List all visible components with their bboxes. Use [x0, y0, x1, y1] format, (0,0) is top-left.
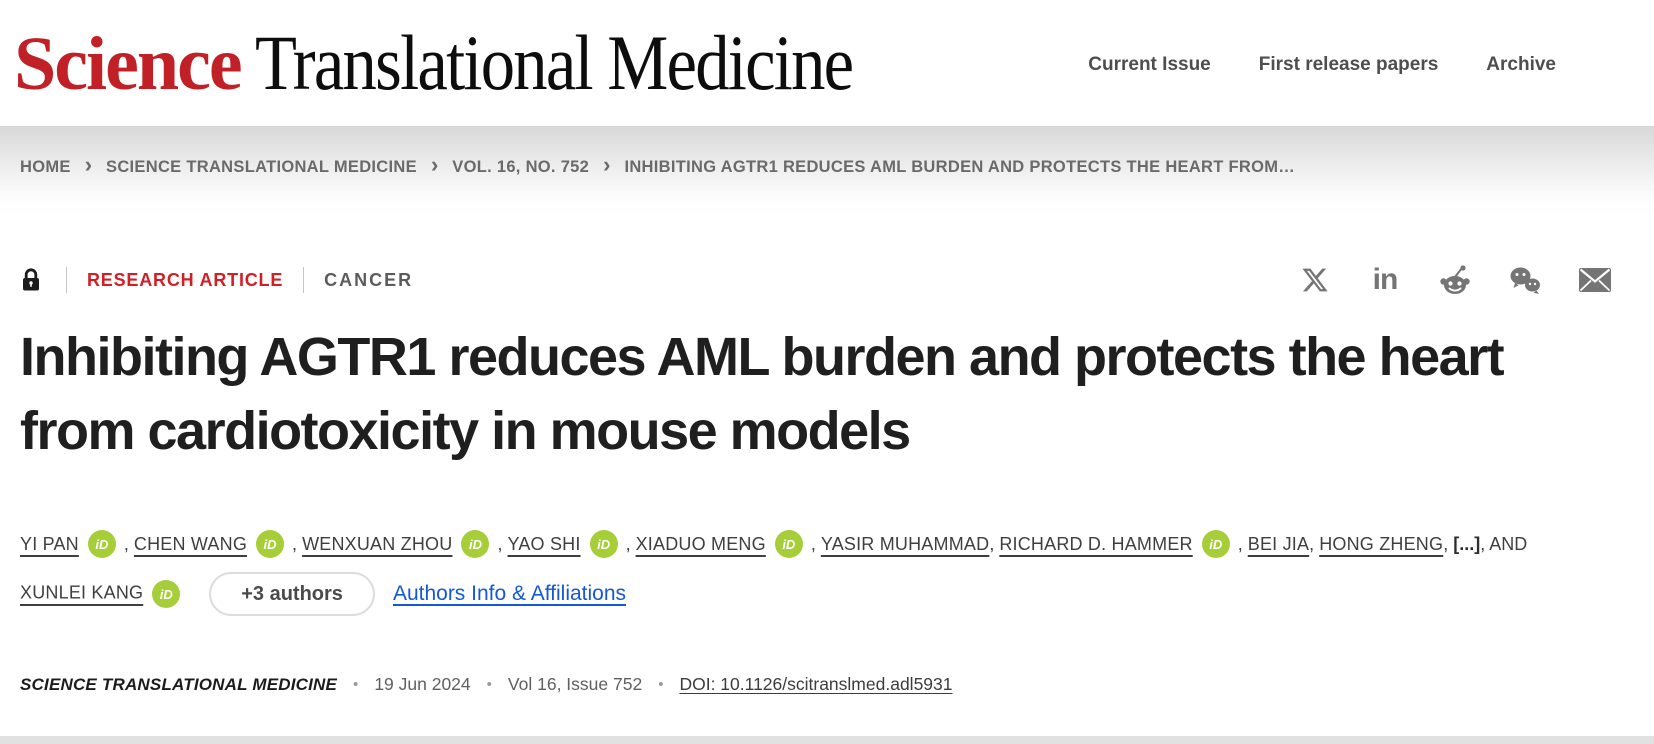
- author-link[interactable]: CHEN WANG: [133, 533, 248, 554]
- share-wechat-button[interactable]: [1508, 263, 1542, 297]
- article-main: RESEARCH ARTICLE CANCER in: [0, 262, 1654, 695]
- dot-separator: •: [658, 676, 664, 693]
- email-icon: [1579, 268, 1611, 292]
- author-separator: ,: [1443, 533, 1454, 554]
- breadcrumb-item[interactable]: HOME: [20, 157, 71, 176]
- orcid-icon[interactable]: iD: [1201, 530, 1230, 558]
- author-separator: ,: [118, 533, 134, 554]
- authors-and-label: , AND: [1480, 533, 1528, 554]
- divider: [66, 267, 67, 293]
- author-separator: ,: [287, 533, 303, 554]
- orcid-icon[interactable]: iD: [589, 530, 618, 558]
- author-link[interactable]: WENXUAN ZHOU: [302, 533, 453, 554]
- article-category-link[interactable]: CANCER: [324, 269, 414, 290]
- nav-current-issue[interactable]: Current Issue: [1088, 54, 1211, 75]
- volume-issue: Vol 16, Issue 752: [507, 674, 643, 694]
- orcid-icon[interactable]: iD: [152, 580, 181, 608]
- author-separator: ,: [1232, 533, 1248, 554]
- author-link[interactable]: XUNLEI KANG: [20, 582, 144, 603]
- author-link[interactable]: RICHARD D. HAMMER: [999, 533, 1193, 554]
- orcid-icon[interactable]: iD: [256, 530, 285, 558]
- doi-link[interactable]: DOI: 10.1126/scitranslmed.adl5931: [679, 674, 953, 694]
- reddit-icon: [1440, 265, 1470, 294]
- article-type-link[interactable]: RESEARCH ARTICLE: [87, 269, 284, 290]
- header-nav: Current Issue First release papers Archi…: [1088, 50, 1556, 76]
- author-link[interactable]: XIADUO MENG: [635, 533, 766, 554]
- chevron-right-icon: ›: [84, 152, 93, 177]
- share-x-twitter-button[interactable]: [1298, 263, 1332, 297]
- section-divider: [0, 736, 1654, 744]
- nav-first-release-papers[interactable]: First release papers: [1258, 54, 1439, 75]
- chevron-right-icon: ›: [430, 152, 439, 177]
- more-authors-button[interactable]: +3 authors: [209, 572, 375, 616]
- authors-line-2: XUNLEI KANG iD +3 authors Authors Info & …: [20, 572, 1634, 616]
- publish-date: 19 Jun 2024: [374, 674, 471, 694]
- author-link[interactable]: YI PAN: [20, 533, 79, 554]
- orcid-icon[interactable]: iD: [461, 530, 490, 558]
- orcid-icon[interactable]: iD: [774, 530, 803, 558]
- lock-icon: [20, 265, 46, 295]
- authors-block: YI PAN iD , CHEN WANG iD , WENXUAN ZHOU iD …: [20, 530, 1634, 616]
- author-separator: ,: [492, 533, 508, 554]
- author-link[interactable]: YAO SHI: [507, 533, 581, 554]
- logo-translational-medicine-wordmark: Translational Medicine: [254, 19, 854, 106]
- article-title: Inhibiting AGTR1 reduces AML burden and …: [20, 327, 1505, 461]
- dot-separator: •: [486, 676, 492, 693]
- breadcrumb-item: INHIBITING AGTR1 REDUCES AML BURDEN AND …: [624, 157, 1296, 176]
- breadcrumb-item[interactable]: SCIENCE TRANSLATIONAL MEDICINE: [106, 157, 417, 176]
- share-email-button[interactable]: [1578, 263, 1612, 297]
- journal-name: SCIENCE TRANSLATIONAL MEDICINE: [20, 674, 338, 694]
- chevron-right-icon: ›: [603, 152, 611, 177]
- author-separator: ,: [1309, 533, 1320, 554]
- author-separator: ,: [805, 533, 821, 554]
- site-header: Science Translational Medicine Current I…: [0, 0, 1654, 126]
- journal-logo[interactable]: Science Translational Medicine: [14, 19, 933, 106]
- share-linkedin-button[interactable]: in: [1368, 263, 1402, 297]
- authors-line-1: YI PAN iD , CHEN WANG iD , WENXUAN ZHOU iD …: [20, 530, 1634, 558]
- divider: [303, 267, 305, 293]
- wechat-icon: [1510, 267, 1540, 294]
- x-twitter-icon: [1302, 268, 1328, 292]
- logo-science-wordmark: Science: [14, 22, 243, 106]
- orcid-icon[interactable]: iD: [87, 530, 116, 558]
- article-type-row: RESEARCH ARTICLE CANCER in: [20, 262, 1634, 298]
- authors-info-link[interactable]: Authors Info & Affiliations: [392, 582, 627, 605]
- dot-separator: •: [353, 676, 359, 693]
- author-separator: ,: [989, 533, 1000, 554]
- author-link[interactable]: YASIR MUHAMMAD: [820, 533, 990, 554]
- author-link[interactable]: HONG ZHENG: [1319, 533, 1444, 554]
- share-reddit-button[interactable]: [1438, 263, 1472, 297]
- breadcrumb: HOME › SCIENCE TRANSLATIONAL MEDICINE › VOL.…: [0, 126, 1654, 178]
- publication-meta: SCIENCE TRANSLATIONAL MEDICINE • 19 Jun …: [20, 674, 1634, 695]
- linkedin-icon: in: [1372, 263, 1399, 296]
- nav-archive[interactable]: Archive: [1486, 54, 1556, 75]
- breadcrumb-item[interactable]: VOL. 16, NO. 752: [452, 157, 590, 176]
- author-link[interactable]: BEI JIA: [1247, 533, 1310, 554]
- breadcrumb-band: HOME › SCIENCE TRANSLATIONAL MEDICINE › VOL.…: [0, 126, 1654, 216]
- author-separator: ,: [620, 533, 636, 554]
- authors-ellipsis: [...]: [1453, 533, 1481, 554]
- share-toolbar: in: [1298, 263, 1634, 297]
